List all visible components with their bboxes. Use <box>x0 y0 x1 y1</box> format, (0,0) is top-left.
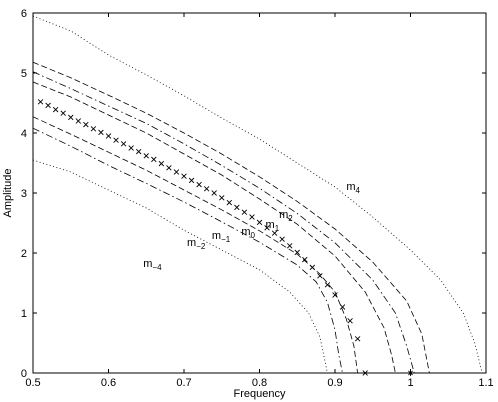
data-point-x-marker <box>181 173 187 179</box>
curve-label: m2 <box>279 209 293 223</box>
data-point-x-marker <box>211 190 217 196</box>
x-tick-label: 0.9 <box>327 377 342 389</box>
curve-label: m−4 <box>143 258 162 272</box>
data-point-x-marker <box>128 145 134 151</box>
series-line-m4 <box>32 15 483 374</box>
curve-label: m0 <box>241 226 255 240</box>
series-line-mminus4 <box>32 159 328 374</box>
data-point-x-marker <box>219 195 225 201</box>
data-point-x-marker <box>256 219 263 226</box>
data-point-x-marker <box>113 137 119 143</box>
data-point-x-marker <box>302 256 308 263</box>
y-tick-label: 0 <box>21 368 27 380</box>
data-point-x-marker <box>347 318 353 324</box>
data-point-x-marker <box>249 214 255 220</box>
data-point-x-marker <box>166 165 172 171</box>
data-point-x-marker <box>135 148 142 155</box>
data-point-x-marker <box>158 160 165 167</box>
data-point-x-marker <box>45 102 51 109</box>
series-line-mminus1 <box>32 116 358 374</box>
data-point-x-marker <box>52 106 59 113</box>
data-point-x-marker <box>286 243 293 249</box>
x-tick-label: 1 <box>407 377 413 389</box>
data-point-x-marker <box>317 273 323 279</box>
y-tick-label: 4 <box>21 128 27 140</box>
series-m0 <box>37 99 368 376</box>
data-point-x-marker <box>60 110 66 116</box>
y-axis-label: Amplitude <box>2 169 14 218</box>
y-tick-label: 6 <box>21 8 27 20</box>
data-point-x-marker <box>203 186 210 192</box>
series-line-m3 <box>32 61 430 374</box>
curve-label: m4 <box>346 181 360 195</box>
y-tick-label: 5 <box>21 68 27 80</box>
data-point-x-marker <box>75 118 82 124</box>
x-tick-label: 0.8 <box>252 377 267 389</box>
curve-label: m1 <box>266 219 280 233</box>
x-tick-label: 0.7 <box>176 377 191 389</box>
data-point-x-marker <box>98 129 104 136</box>
data-point-x-marker <box>234 204 240 211</box>
ticks-group: 0.5 0.6 0.7 0.8 0.9 1 1.1 0 1 2 3 4 5 6 <box>21 8 494 389</box>
curve-label: m−1 <box>212 230 231 244</box>
data-point-x-marker <box>188 177 195 184</box>
data-point-x-marker <box>120 141 127 147</box>
x-tick-label: 1.1 <box>478 377 493 389</box>
series-line-m1 <box>32 81 396 374</box>
data-point-x-marker <box>90 126 97 132</box>
y-tick-label: 1 <box>21 308 27 320</box>
data-point-x-marker <box>83 121 89 128</box>
data-point-x-marker <box>226 199 233 206</box>
x-tick-label: 0.6 <box>101 377 116 389</box>
data-point-x-marker <box>151 156 157 163</box>
data-point-x-marker <box>173 169 180 175</box>
series-line-m2 <box>32 71 415 374</box>
y-tick-label: 3 <box>21 188 27 200</box>
data-point-x-marker <box>68 114 74 121</box>
y-tick-label: 2 <box>21 248 27 260</box>
data-point-x-marker <box>324 282 331 288</box>
curve-label: m−2 <box>187 237 206 251</box>
data-point-x-marker <box>294 249 300 256</box>
x-axis-label: Frequency <box>234 388 286 400</box>
data-point-x-marker <box>143 153 149 159</box>
data-point-x-marker <box>264 225 270 231</box>
data-point-x-marker <box>196 181 202 188</box>
data-point-x-marker <box>279 236 285 242</box>
data-point-x-marker <box>339 304 346 310</box>
x-tick-label: 0.5 <box>25 377 40 389</box>
data-point-x-marker <box>362 370 368 376</box>
data-point-x-marker <box>354 336 361 342</box>
curves-group <box>32 15 483 376</box>
data-point-x-marker <box>271 230 278 236</box>
data-point-x-marker <box>37 99 44 105</box>
data-point-x-marker <box>105 133 112 139</box>
plot-area <box>32 12 487 374</box>
data-point-x-marker <box>241 209 248 215</box>
